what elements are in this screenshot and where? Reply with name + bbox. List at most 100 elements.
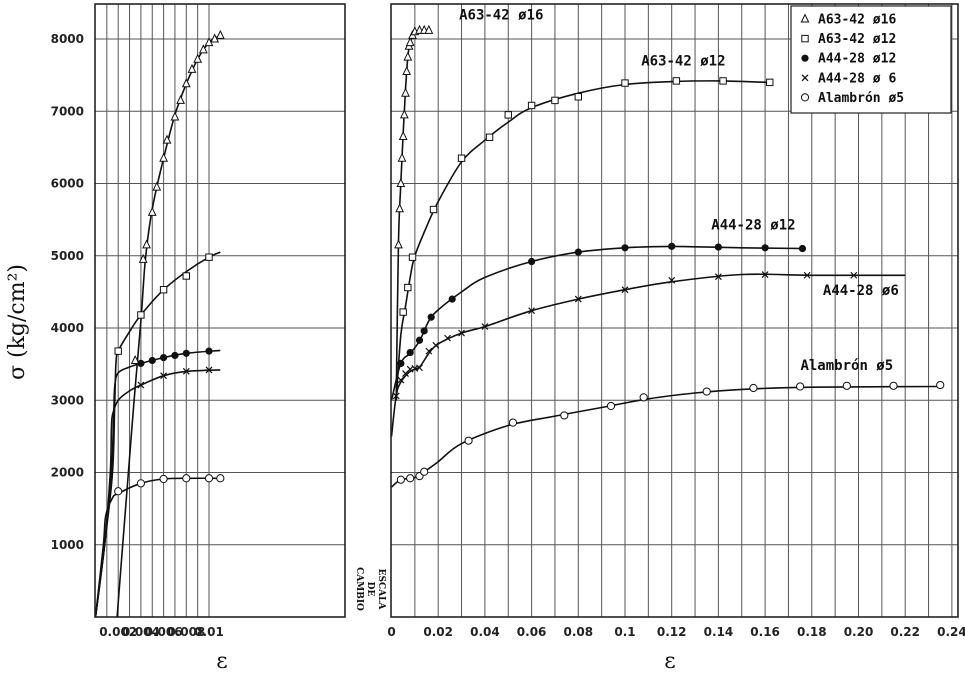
x-tick-label: 0.02 — [423, 625, 453, 639]
series-line-left-1 — [94, 251, 221, 618]
x-tick-label: 0.20 — [844, 625, 874, 639]
data-point-triangle — [152, 181, 162, 191]
series-annotation: Alambrón ø5 — [800, 358, 893, 374]
data-point-dot — [420, 327, 428, 335]
data-point-cross — [714, 273, 722, 281]
data-point-triangle — [176, 94, 186, 104]
data-point-dot — [182, 349, 190, 357]
data-point-circle — [396, 475, 405, 484]
curves — [94, 29, 941, 618]
data-point-cross — [528, 307, 536, 315]
data-point-triangle — [424, 24, 434, 34]
data-markers — [114, 24, 945, 496]
data-point-triangle — [138, 253, 148, 263]
data-point-triangle — [405, 37, 415, 47]
x-tick-label: 0.18 — [797, 625, 827, 639]
data-point-cross-stroke — [458, 329, 465, 337]
legend-marker-circle — [800, 93, 810, 102]
y-tick-label: 2000 — [51, 466, 84, 480]
data-point-circle — [159, 474, 168, 484]
data-point-cross-stroke — [574, 295, 582, 303]
data-point-cross-stroke — [481, 323, 489, 330]
data-point-triangle — [395, 203, 405, 213]
y-tick-label: 1000 — [51, 538, 84, 552]
data-point-circle — [936, 380, 945, 390]
data-point-triangle — [399, 109, 409, 119]
data-point-triangle — [215, 29, 225, 39]
data-point-cross — [432, 341, 440, 349]
data-point-square — [551, 96, 559, 105]
data-point-circle — [606, 401, 616, 411]
data-point-cross-stroke — [668, 276, 676, 284]
data-point-square — [137, 311, 145, 319]
data-point-cross — [160, 372, 168, 380]
data-point-triangle — [396, 177, 406, 187]
data-point-dot — [527, 257, 536, 266]
data-point-triangle — [398, 130, 408, 141]
series-line-right-3 — [390, 273, 906, 437]
data-point-dot — [397, 359, 405, 368]
x-tick-label: 0 — [387, 625, 395, 639]
x-tick-label: 0.008 — [167, 625, 205, 639]
data-point-dot — [448, 295, 456, 303]
x-tick-label: 0.006 — [145, 625, 183, 639]
data-point-cross — [182, 367, 190, 375]
data-point-cross-stroke — [432, 341, 440, 349]
data-point-dot — [621, 244, 629, 252]
data-point-square — [485, 133, 494, 141]
data-point-cross-stroke — [803, 271, 811, 279]
series-annotation: A63-42 ø16 — [459, 7, 543, 23]
legend-marker-square — [801, 34, 809, 43]
data-point-cross — [397, 376, 405, 384]
data-point-triangle — [394, 239, 403, 249]
legend: A63-42 ø16 A63-42 ø12 A44-28 ø12 A44-28 ø 6… — [790, 5, 952, 114]
data-point-cross — [458, 329, 465, 337]
data-point-square — [504, 111, 512, 119]
series-line-left-4 — [94, 477, 221, 618]
x-tick-label: 0.1 — [614, 625, 635, 639]
data-point-triangle — [403, 51, 413, 61]
data-point-triangle — [401, 87, 410, 97]
x-tick-label: 0.14 — [704, 625, 734, 639]
data-point-circle — [182, 474, 191, 483]
legend-marker-dot — [801, 54, 809, 62]
data-point-square — [408, 253, 417, 261]
data-point-square — [114, 347, 122, 355]
data-point-cross — [803, 271, 811, 279]
data-point-triangle — [170, 111, 180, 121]
data-point-circle — [560, 411, 569, 420]
data-point-triangle — [147, 206, 157, 216]
legend-box — [790, 5, 952, 114]
data-point-dot — [148, 356, 156, 365]
data-point-triangle — [187, 63, 197, 73]
data-point-dot — [205, 347, 213, 355]
data-point-cross-stroke — [425, 347, 433, 355]
series-line-left-3 — [94, 369, 221, 618]
data-point-cross-stroke — [160, 372, 168, 380]
data-point-square — [182, 272, 191, 280]
data-point-triangle — [198, 44, 208, 54]
data-point-square — [766, 78, 774, 87]
x-tick-label: 0.22 — [890, 625, 920, 639]
data-point-cross — [481, 323, 489, 330]
data-point-cross-stroke — [182, 367, 190, 375]
plot-frame — [94, 3, 959, 618]
x-tick-label: 0.01 — [194, 625, 224, 639]
data-point-triangle — [402, 65, 412, 76]
scale-change-text: DE — [365, 582, 375, 597]
curve-annotations: A63-42 ø16 A63-42 ø12 A44-28 ø12 A44-28 ø6 A… — [459, 7, 899, 373]
tick-labels: 100020003000400050006000700080000.0020.0… — [51, 32, 965, 639]
legend-marker-cross-stroke — [801, 74, 809, 82]
data-point-square — [621, 79, 629, 87]
series-line-left-2 — [94, 349, 221, 618]
scale-change-text: ESCALA — [376, 569, 386, 611]
data-point-cross — [668, 276, 676, 284]
data-point-cross — [850, 271, 858, 279]
data-point-circle — [796, 382, 805, 391]
data-point-circle — [508, 418, 518, 427]
x-axis-label-right: ε — [664, 649, 675, 674]
data-point-triangle — [130, 354, 140, 365]
data-point-cross-stroke — [850, 271, 858, 279]
y-tick-label: 4000 — [51, 321, 84, 335]
